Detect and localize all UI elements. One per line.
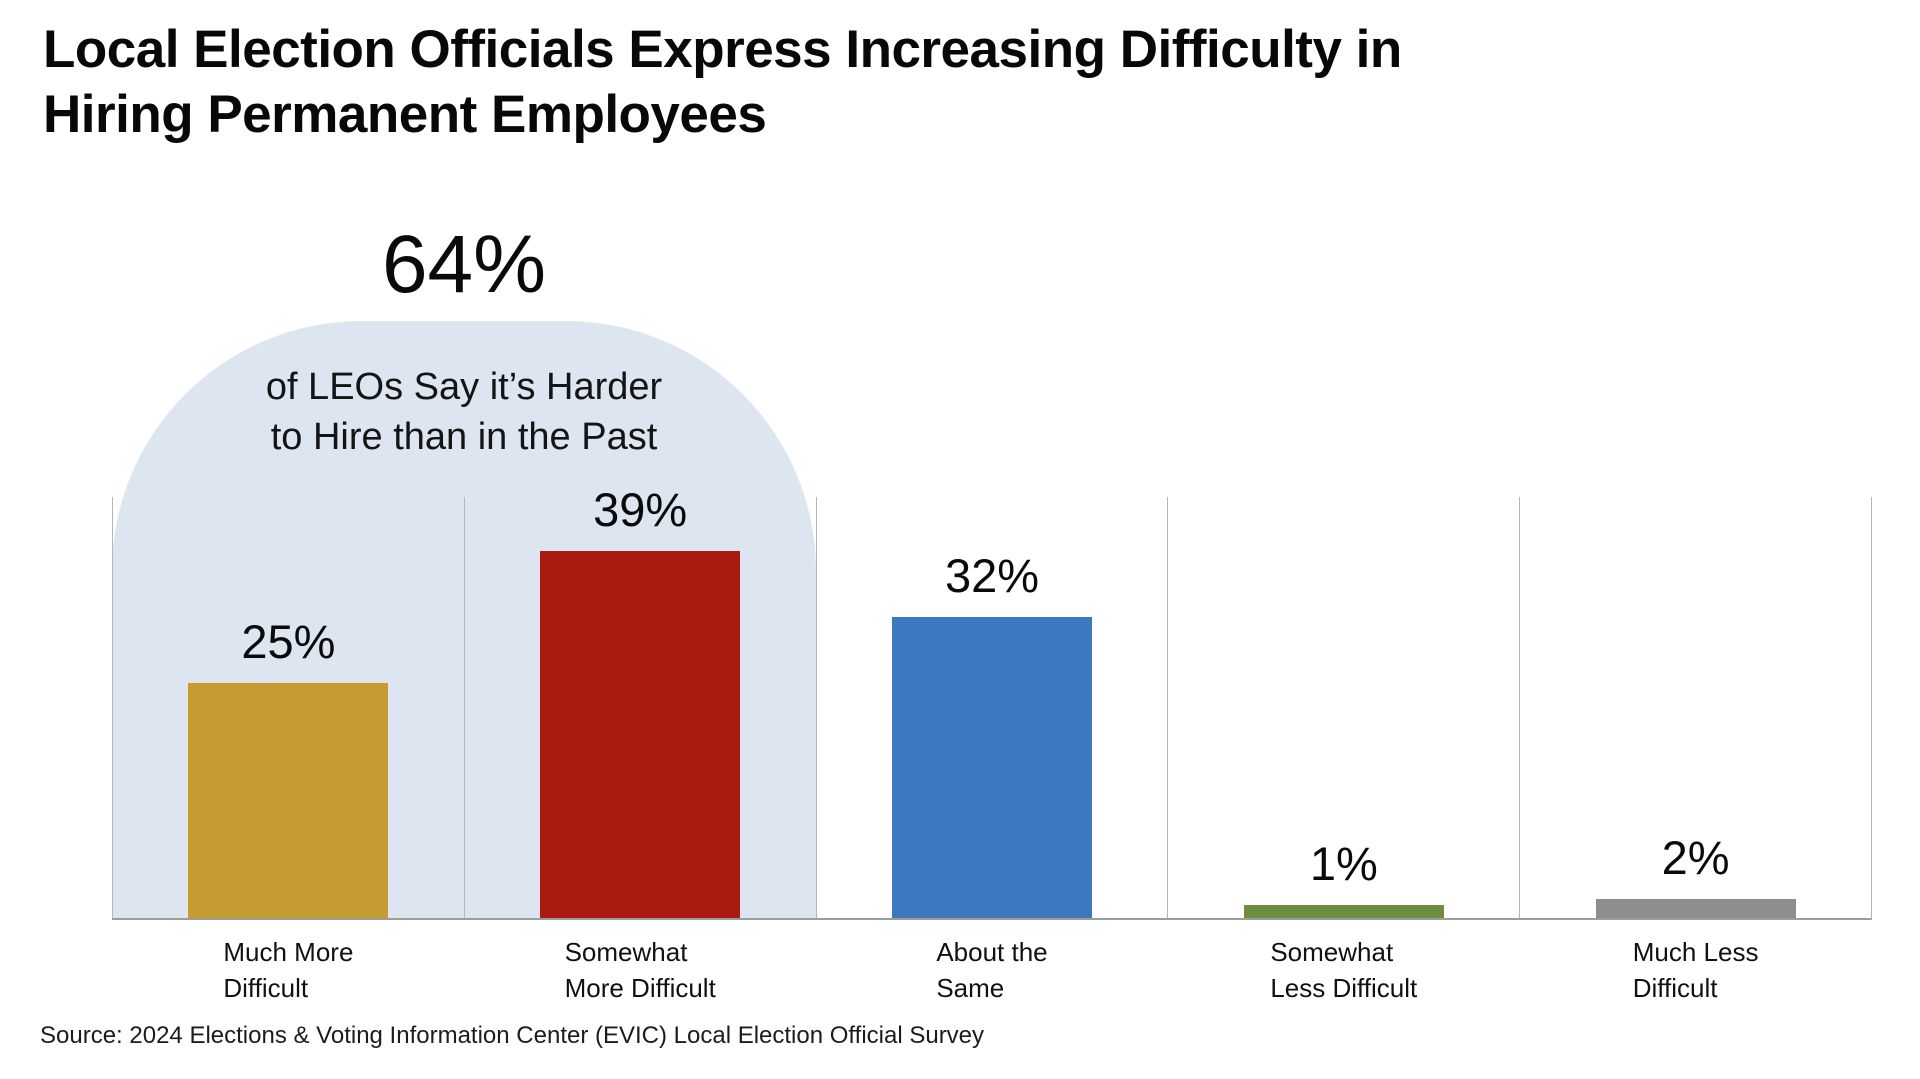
chart-column-much-less-difficult: 2% Much Less Difficult xyxy=(1519,497,1871,1003)
category-label-text: Much More Difficult xyxy=(223,934,353,1007)
category-label-somewhat-less-difficult: Somewhat Less Difficult xyxy=(1168,934,1519,1007)
chart-title: Local Election Officials Express Increas… xyxy=(43,18,1402,147)
bar-value-label-much-less-difficult: 2% xyxy=(1661,831,1730,885)
category-label-text: Much Less Difficult xyxy=(1633,934,1759,1007)
category-label-line: Somewhat xyxy=(564,937,688,967)
category-label-text: About the Same xyxy=(936,934,1047,1007)
category-label-line: Difficult xyxy=(223,973,309,1004)
bar-much-less-difficult xyxy=(1595,899,1796,918)
category-label-line: More Difficult xyxy=(564,973,716,1004)
category-label-line: Somewhat xyxy=(1270,937,1394,967)
category-label-line: Much More xyxy=(223,937,354,967)
bar-somewhat-less-difficult xyxy=(1243,905,1444,918)
annotation-big-value: 64% xyxy=(381,219,547,310)
category-label-line: Same xyxy=(936,973,1005,1004)
chart-title-line-1: Local Election Officials Express Increas… xyxy=(43,20,1402,79)
plot-area: 25% Much More Difficult 39% Somewhat More Dif… xyxy=(112,483,1872,1003)
chart-title-line-2: Hiring Permanent Employees xyxy=(43,84,767,144)
category-label-line: Less Difficult xyxy=(1270,973,1418,1004)
chart-column-much-more-difficult: 25% Much More Difficult xyxy=(112,497,464,1003)
bar-value-label-about-the-same: 32% xyxy=(944,548,1040,602)
bar-value-label-much-more-difficult: 25% xyxy=(241,614,336,668)
category-label-much-less-difficult: Much Less Difficult xyxy=(1520,934,1871,1007)
bar-value-label-somewhat-more-difficult: 39% xyxy=(593,482,688,536)
bar-somewhat-more-difficult xyxy=(540,550,741,918)
chart-column-somewhat-less-difficult: 1% Somewhat Less Difficult xyxy=(1167,497,1519,1003)
category-label-somewhat-more-difficult: Somewhat More Difficult xyxy=(465,934,816,1007)
bar-much-more-difficult xyxy=(188,682,389,918)
category-label-line: Difficult xyxy=(1632,973,1718,1004)
category-label-about-the-same: About the Same xyxy=(817,934,1168,1007)
chart-column-somewhat-more-difficult: 39% Somewhat More Difficult xyxy=(463,483,816,1003)
bar-about-the-same xyxy=(891,616,1092,918)
category-label-text: Somewhat Less Difficult xyxy=(1270,934,1417,1007)
source-note: Source: 2024 Elections & Voting Informat… xyxy=(40,1022,985,1049)
bar-value-label-somewhat-less-difficult: 1% xyxy=(1309,837,1378,890)
annotation-text-line-2: to Hire than in the Past xyxy=(270,416,658,459)
category-label-text: Somewhat More Difficult xyxy=(565,934,716,1007)
annotation-text-line-1: of LEOs Say it’s Harder xyxy=(265,366,663,408)
category-label-line: About the xyxy=(936,937,1048,967)
annotation-text: of LEOs Say it’s Harder to Hire than in … xyxy=(112,362,816,462)
chart-column-about-the-same: 32% About the Same xyxy=(815,497,1168,1003)
category-label-much-more-difficult: Much More Difficult xyxy=(113,934,464,1007)
category-label-line: Much Less xyxy=(1632,937,1759,967)
